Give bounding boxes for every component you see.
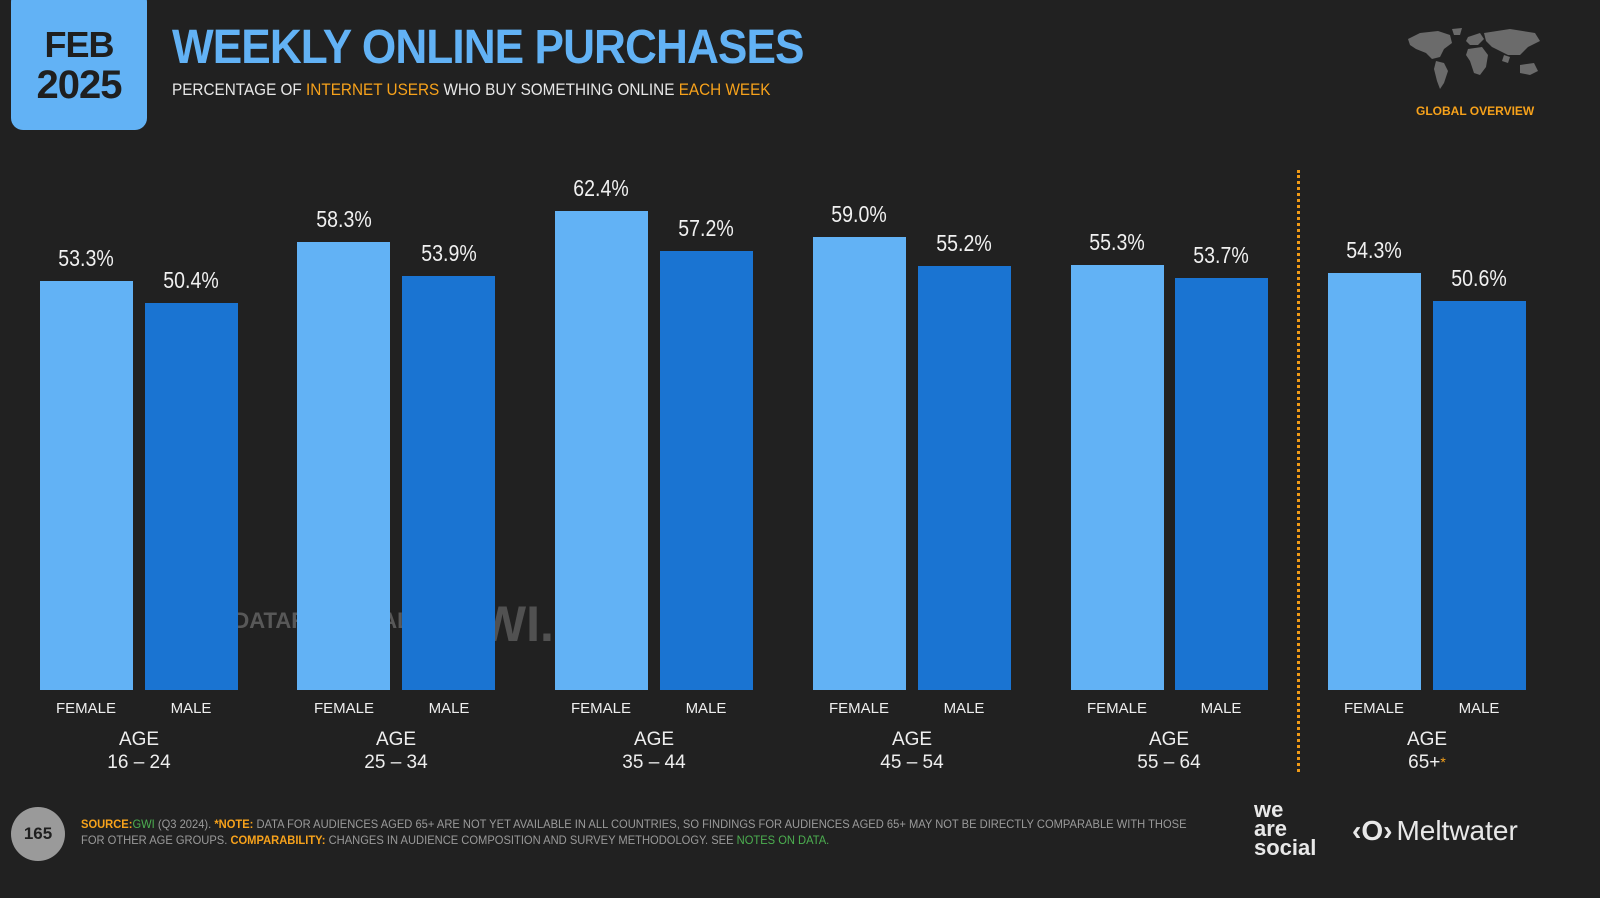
- subtitle-highlight: INTERNET USERS: [306, 80, 440, 99]
- gender-label: FEMALE: [828, 700, 889, 717]
- bar-female-45-54: [813, 237, 906, 690]
- logo-word: are: [1254, 816, 1288, 841]
- logo-word: we: [1254, 797, 1284, 822]
- footnote: SOURCE:GWI (Q3 2024). *NOTE: DATA FOR AU…: [81, 816, 1187, 848]
- gender-label: MALE: [170, 700, 212, 717]
- bar-male-45-54: [918, 266, 1011, 690]
- value-label: 58.3%: [316, 206, 372, 232]
- meltwater-text: Meltwater: [1396, 815, 1518, 846]
- age-group-label: AGE 65+*: [1347, 728, 1507, 774]
- bar-male-55-64: [1175, 278, 1268, 690]
- meltwater-logo: ‹O› Meltwater: [1352, 815, 1518, 847]
- value-label: 55.2%: [936, 230, 992, 256]
- source-link[interactable]: GWI: [132, 817, 155, 831]
- subtitle-highlight: EACH WEEK: [678, 80, 771, 99]
- age-group-label: AGE 25 – 34: [316, 728, 476, 774]
- age-range: 35 – 44: [622, 752, 686, 773]
- page-title: WEEKLY ONLINE PURCHASES: [172, 21, 804, 74]
- region-label: GLOBAL OVERVIEW: [1416, 104, 1535, 118]
- subtitle-text: PERCENTAGE OF: [172, 80, 307, 99]
- value-label: 59.0%: [831, 201, 887, 227]
- gender-label: FEMALE: [313, 700, 374, 717]
- age-range-text: 65+: [1408, 752, 1441, 773]
- age-word: AGE: [375, 729, 417, 750]
- footnote-line-2: FOR OTHER AGE GROUPS. COMPARABILITY: CHA…: [81, 832, 1187, 848]
- bar-female-55-64: [1071, 265, 1164, 690]
- note-text: FOR OTHER AGE GROUPS.: [81, 833, 231, 847]
- comparability-label: COMPARABILITY:: [230, 833, 326, 847]
- gender-label: FEMALE: [570, 700, 631, 717]
- gender-label: MALE: [1458, 700, 1500, 717]
- we-are-social-logo: we are social: [1254, 797, 1317, 860]
- subtitle-text: WHO BUY SOMETHING ONLINE: [439, 80, 679, 99]
- comparability-text: CHANGES IN AUDIENCE COMPOSITION AND SURV…: [325, 833, 737, 847]
- value-label: 55.3%: [1089, 229, 1145, 255]
- logo-word: social: [1254, 835, 1317, 860]
- age-range: 25 – 34: [364, 752, 428, 773]
- gender-label: MALE: [943, 700, 985, 717]
- footnote-line-1: SOURCE:GWI (Q3 2024). *NOTE: DATA FOR AU…: [81, 816, 1187, 832]
- bar-female-25-34: [297, 242, 390, 690]
- age-range: 45 – 54: [880, 752, 944, 773]
- value-label: 53.3%: [58, 245, 114, 271]
- age-group-label: AGE 35 – 44: [574, 728, 734, 774]
- page-subtitle: PERCENTAGE OF INTERNET USERS WHO BUY SOM…: [172, 80, 771, 100]
- bar-male-16-24: [145, 303, 238, 690]
- bar-male-25-34: [402, 276, 495, 690]
- value-label: 53.7%: [1193, 242, 1249, 268]
- date-badge: FEB 2025: [11, 0, 147, 130]
- bar-female-35-44: [555, 211, 648, 690]
- age-group-label: AGE 55 – 64: [1089, 728, 1249, 774]
- asterisk-icon: *: [1440, 754, 1446, 770]
- bar-male-35-44: [660, 251, 753, 690]
- notes-on-data-link[interactable]: NOTES ON DATA: [736, 833, 827, 847]
- age-group-label: AGE 45 – 54: [832, 728, 992, 774]
- age-word: AGE: [1148, 729, 1190, 750]
- value-label: 62.4%: [573, 175, 629, 201]
- age-word: AGE: [633, 729, 675, 750]
- period: .: [826, 833, 830, 847]
- age-group-label: AGE 16 – 24: [59, 728, 219, 774]
- section-divider: [1297, 170, 1300, 772]
- gender-label: MALE: [428, 700, 470, 717]
- meltwater-mark-icon: ‹O›: [1352, 815, 1393, 846]
- gender-label: MALE: [1200, 700, 1242, 717]
- source-label: SOURCE:: [81, 817, 133, 831]
- age-word: AGE: [1406, 729, 1448, 750]
- date-year: 2025: [36, 63, 123, 107]
- bar-female-65-plus: [1328, 273, 1421, 690]
- gender-label: FEMALE: [1343, 700, 1404, 717]
- value-label: 50.6%: [1451, 265, 1507, 291]
- value-label: 50.4%: [163, 267, 219, 293]
- note-text: DATA FOR AUDIENCES AGED 65+ ARE NOT YET …: [253, 817, 1187, 831]
- note-label: *NOTE:: [214, 817, 254, 831]
- age-range: 65+*: [1347, 751, 1507, 774]
- gender-label: FEMALE: [55, 700, 116, 717]
- gender-label: FEMALE: [1086, 700, 1147, 717]
- source-text: (Q3 2024).: [154, 817, 215, 831]
- age-word: AGE: [118, 729, 160, 750]
- gender-label: MALE: [685, 700, 727, 717]
- date-month: FEB: [44, 24, 115, 65]
- page-number: 165: [11, 807, 65, 861]
- age-word: AGE: [891, 729, 933, 750]
- age-range: 55 – 64: [1137, 752, 1201, 773]
- value-label: 54.3%: [1346, 237, 1402, 263]
- value-label: 53.9%: [421, 240, 477, 266]
- bar-female-16-24: [40, 281, 133, 690]
- world-map-icon: [1408, 28, 1540, 89]
- age-range: 16 – 24: [107, 752, 171, 773]
- bar-male-65-plus: [1433, 301, 1526, 690]
- value-label: 57.2%: [678, 215, 734, 241]
